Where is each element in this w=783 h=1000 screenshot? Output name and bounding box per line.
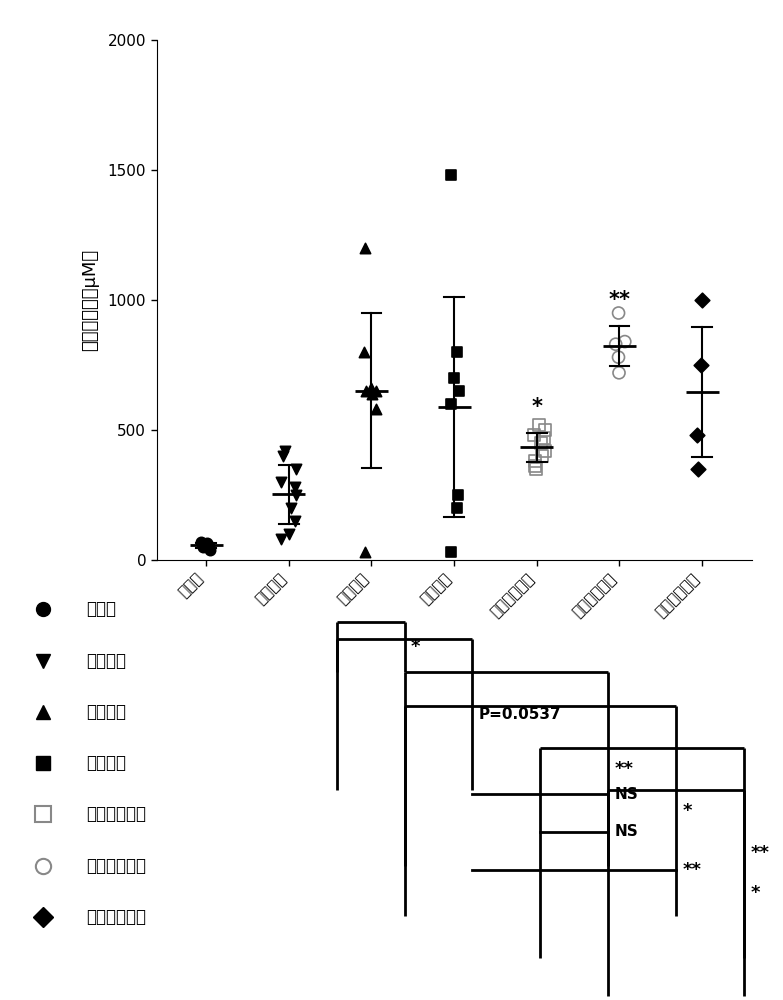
Point [535, 435, 547, 451]
Point [451, 344, 464, 360]
Point [195, 534, 207, 550]
Point [366, 386, 379, 402]
Text: 高剂量组: 高剂量组 [86, 754, 126, 772]
Point [359, 240, 372, 256]
Text: *: * [411, 638, 420, 656]
Point [370, 401, 382, 417]
Text: *: * [532, 397, 543, 417]
Point [289, 479, 301, 495]
Point [452, 487, 464, 503]
Point [609, 336, 622, 352]
Text: 带鱼高剂量组: 带鱼高剂量组 [86, 908, 146, 926]
Point [288, 513, 301, 529]
Point [539, 422, 551, 438]
Text: 带鱼低剂量组: 带鱼低剂量组 [86, 805, 146, 823]
Point [619, 334, 631, 350]
Point [197, 536, 210, 552]
Point [538, 430, 550, 446]
Point [274, 531, 287, 547]
Text: **: ** [608, 290, 630, 310]
Point [529, 453, 542, 469]
Point [529, 458, 541, 474]
Point [275, 474, 287, 490]
Point [447, 370, 460, 386]
Point [445, 167, 457, 183]
Point [530, 461, 543, 477]
Point [691, 427, 704, 443]
Point [532, 417, 545, 433]
Point [197, 539, 209, 555]
Point [691, 461, 704, 477]
Point [359, 544, 371, 560]
Point [612, 305, 625, 321]
Point [695, 357, 707, 373]
Point [528, 427, 540, 443]
Point [365, 380, 377, 396]
Text: 低剂量组: 低剂量组 [86, 652, 126, 670]
Text: P=0.0537: P=0.0537 [478, 707, 561, 722]
Point [445, 544, 457, 560]
Point [445, 396, 457, 412]
Point [284, 500, 297, 516]
Point [283, 526, 295, 542]
Point [359, 383, 372, 399]
Text: 带鱼中剂量组: 带鱼中剂量组 [86, 857, 146, 875]
Text: *: * [682, 802, 691, 820]
Point [536, 448, 548, 464]
Point [451, 500, 464, 516]
Point [290, 461, 303, 477]
Point [453, 383, 466, 399]
Point [200, 535, 213, 551]
Point [202, 538, 215, 554]
Text: **: ** [682, 861, 702, 879]
Text: *: * [750, 884, 760, 902]
Point [613, 365, 626, 381]
Text: 中剂量组: 中剂量组 [86, 703, 126, 721]
Text: **: ** [750, 844, 769, 862]
Point [204, 542, 217, 558]
Text: NS: NS [615, 824, 638, 840]
Text: **: ** [615, 760, 633, 778]
Y-axis label: 血尿酸浓度（μM）: 血尿酸浓度（μM） [81, 249, 99, 351]
Point [357, 344, 370, 360]
Point [290, 487, 302, 503]
Point [279, 443, 291, 459]
Point [612, 349, 625, 365]
Text: 空白组: 空白组 [86, 600, 116, 618]
Point [695, 292, 708, 308]
Point [276, 448, 289, 464]
Point [370, 383, 382, 399]
Point [539, 443, 551, 459]
Text: NS: NS [615, 787, 638, 802]
